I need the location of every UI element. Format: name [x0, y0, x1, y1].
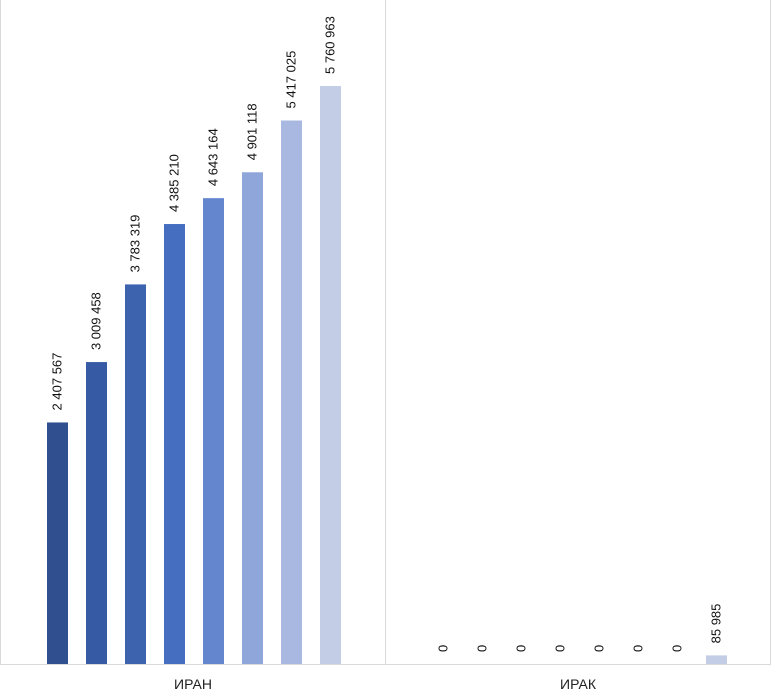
data-label-1-6: 4 901 118 — [245, 103, 260, 160]
data-label-1-1: 2 407 567 — [50, 353, 65, 411]
data-label-1-8: 5 760 963 — [323, 16, 338, 74]
data-label-2-1: 0 — [436, 645, 451, 652]
data-label-2-4: 0 — [553, 645, 568, 652]
data-label-1-5: 4 643 164 — [206, 128, 221, 186]
category-label-2: ИРАК — [560, 676, 597, 692]
bar-2-8 — [706, 655, 727, 664]
bar-1-6 — [242, 172, 263, 665]
data-label-2-5: 0 — [592, 645, 607, 652]
category-label-1: ИРАН — [174, 676, 212, 692]
bar-1-3 — [125, 284, 146, 664]
data-label-2-3: 0 — [514, 645, 529, 652]
bar-1-8 — [320, 86, 341, 664]
data-label-1-7: 5 417 025 — [284, 51, 299, 109]
data-label-2-7: 0 — [670, 645, 685, 652]
bar-1-7 — [281, 120, 302, 665]
bar-1-2 — [86, 362, 107, 664]
bar-1-5 — [203, 198, 224, 664]
data-label-2-8: 85 985 — [709, 604, 724, 644]
data-label-1-2: 3 009 458 — [89, 292, 104, 350]
data-label-1-4: 4 385 210 — [167, 154, 182, 212]
data-label-2-6: 0 — [631, 645, 646, 652]
bar-1-1 — [47, 422, 68, 664]
data-label-2-2: 0 — [475, 645, 490, 652]
bar-1-4 — [164, 224, 185, 665]
data-label-1-3: 3 783 319 — [128, 215, 143, 273]
